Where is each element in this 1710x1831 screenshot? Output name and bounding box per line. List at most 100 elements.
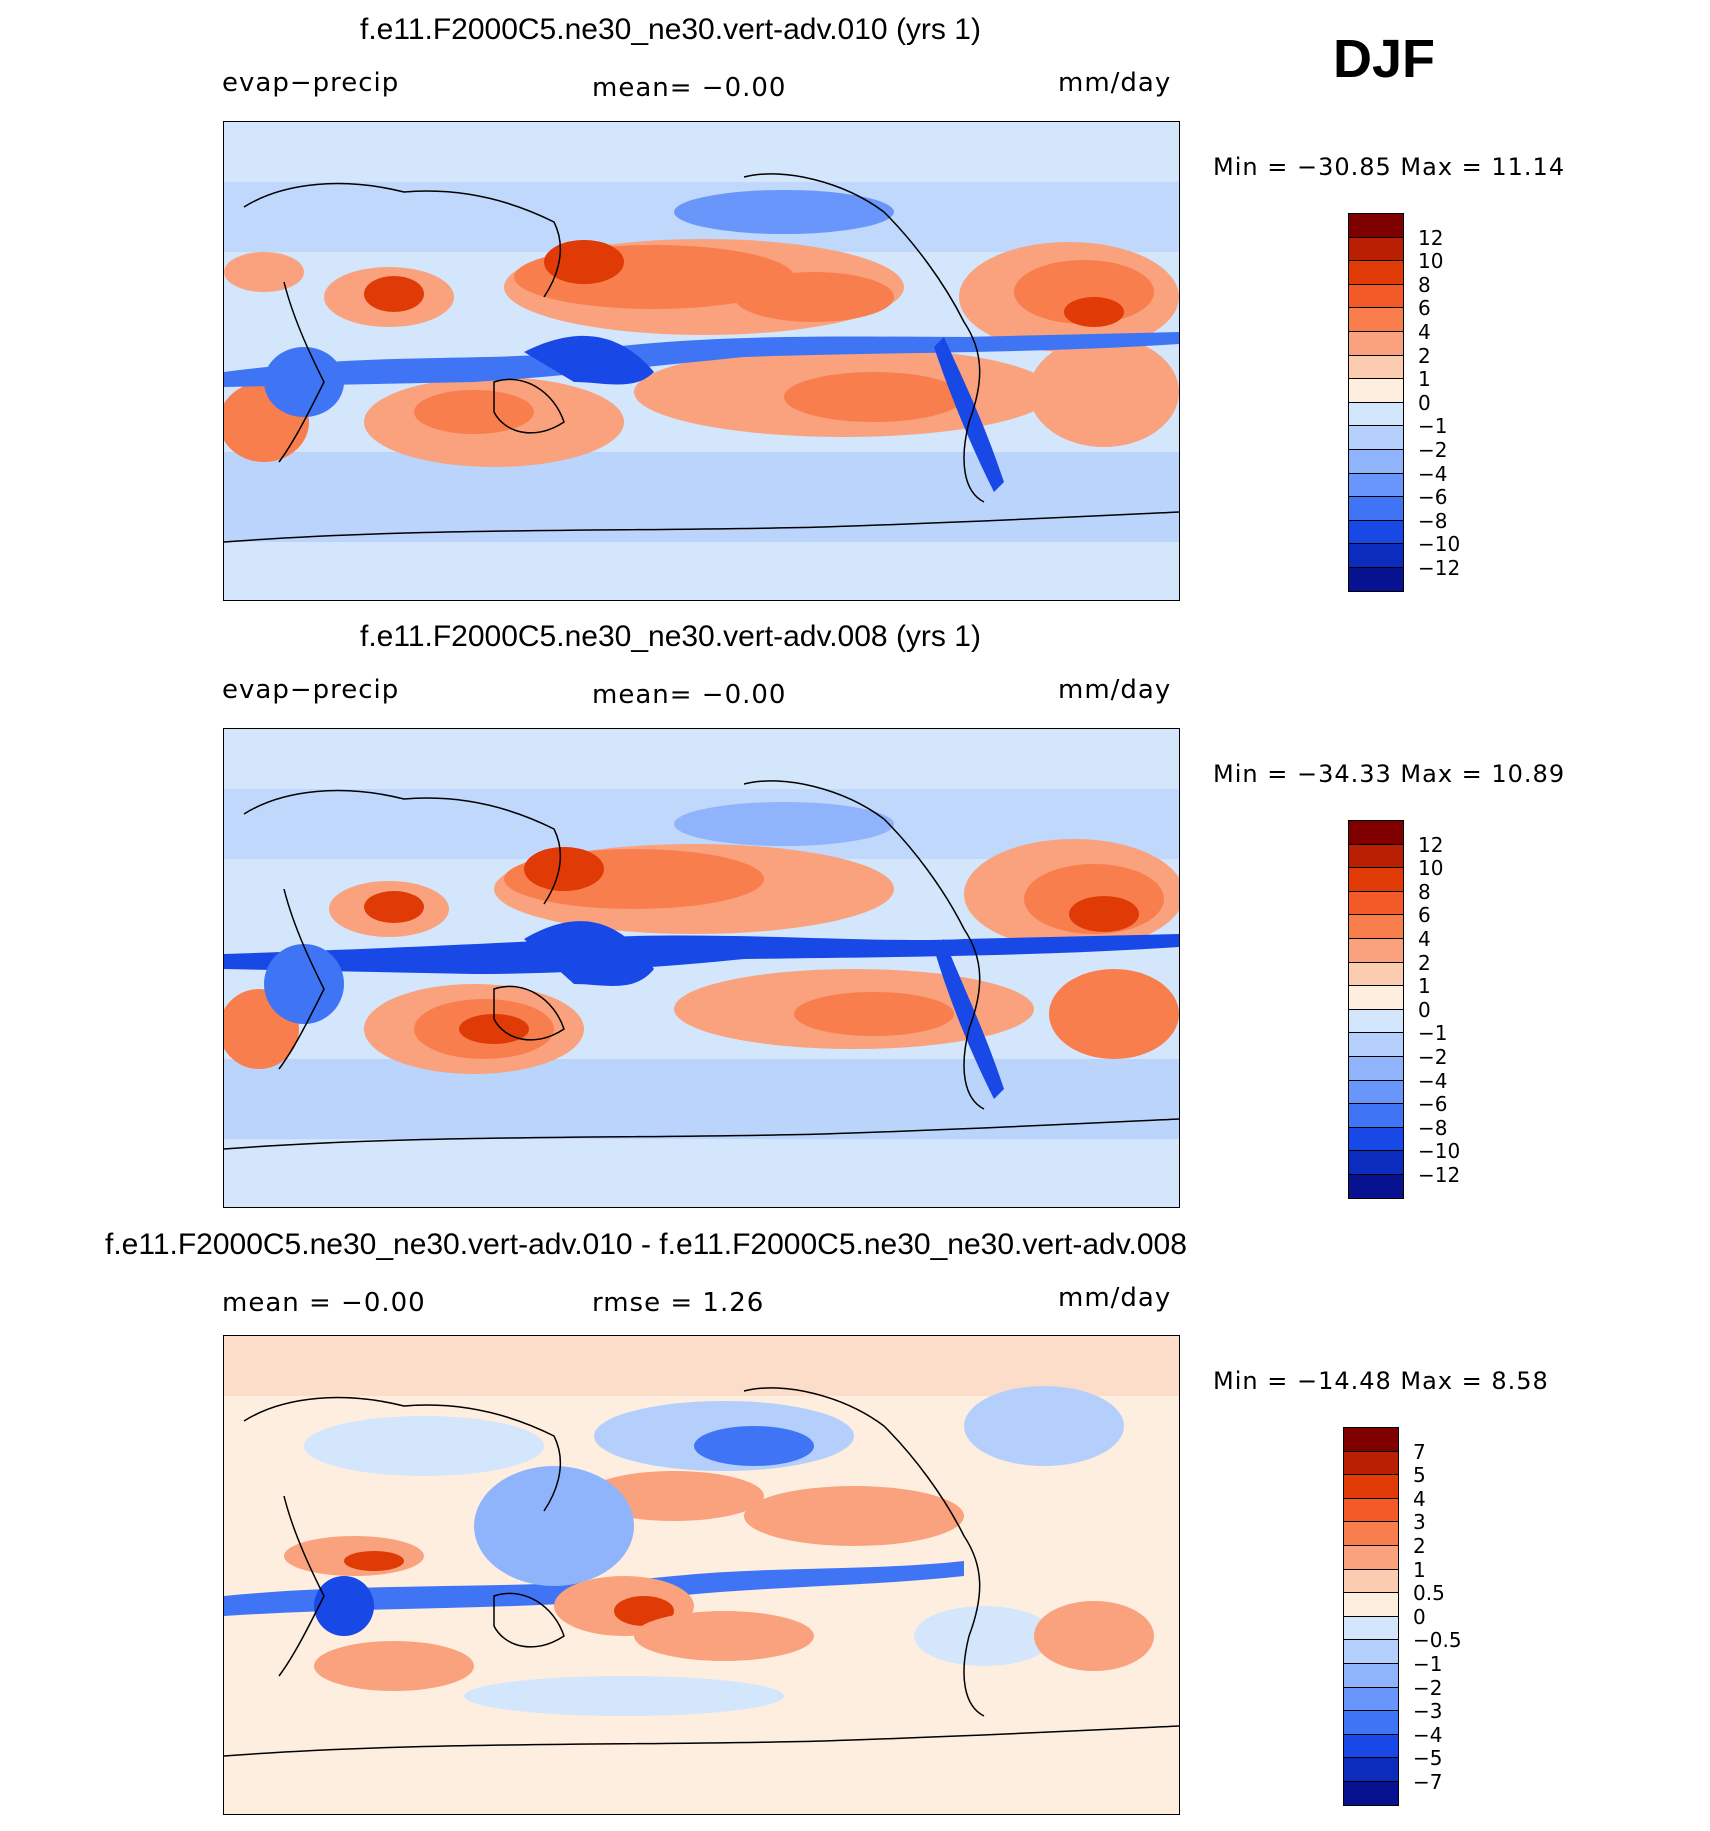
panel-2-colorbar: 12 10 8 6 4 2 1 0 −1 −2 −4 −6 −8 −10 −12 bbox=[1348, 820, 1508, 1200]
panel-3-map-graphic bbox=[224, 1336, 1179, 1814]
colorbar-label: −12 bbox=[1418, 1163, 1461, 1187]
panel-2-title: f.e11.F2000C5.ne30_ne30.vert-adv.008 (yr… bbox=[360, 620, 981, 653]
panel-2-variable-label: evap−precip bbox=[222, 675, 400, 705]
colorbar-label: 4 bbox=[1418, 927, 1431, 951]
colorbar-label: −8 bbox=[1418, 508, 1448, 533]
colorbar-swatch bbox=[1343, 1497, 1399, 1523]
colorbar-swatch bbox=[1348, 331, 1404, 356]
colorbar-label: 4 bbox=[1418, 320, 1431, 344]
colorbar-swatch bbox=[1348, 1032, 1404, 1057]
colorbar-label: 1 bbox=[1418, 974, 1431, 999]
colorbar-label: −6 bbox=[1418, 485, 1448, 510]
colorbar-label: 8 bbox=[1418, 879, 1431, 904]
colorbar-swatch bbox=[1348, 1008, 1404, 1034]
colorbar-label: 10 bbox=[1418, 249, 1444, 274]
colorbar-label: 1 bbox=[1418, 367, 1431, 392]
panel-3-colorbar: 7 5 4 3 2 1 0.5 0 −0.5 −1 −2 −3 −4 −5 −7 bbox=[1343, 1427, 1513, 1807]
colorbar-label: −1 bbox=[1418, 1021, 1448, 1046]
colorbar-swatch bbox=[1343, 1568, 1399, 1594]
colorbar-label: −7 bbox=[1413, 1770, 1443, 1794]
colorbar-swatch bbox=[1348, 496, 1404, 521]
colorbar-label: 12 bbox=[1418, 225, 1444, 250]
panel-1-title: f.e11.F2000C5.ne30_ne30.vert-adv.010 (yr… bbox=[360, 13, 981, 46]
colorbar-swatch bbox=[1348, 1056, 1404, 1081]
colorbar-swatch bbox=[1348, 985, 1404, 1010]
panel-1-map-graphic bbox=[224, 122, 1179, 600]
colorbar-swatch bbox=[1348, 519, 1404, 545]
colorbar-label: 5 bbox=[1413, 1463, 1426, 1488]
panel-2-min-max: Min = −34.33 Max = 10.89 bbox=[1213, 760, 1566, 788]
colorbar-swatch bbox=[1348, 354, 1404, 380]
colorbar-swatch bbox=[1343, 1427, 1399, 1452]
colorbar-label: 1 bbox=[1413, 1557, 1426, 1582]
colorbar-label: 0.5 bbox=[1413, 1581, 1445, 1606]
colorbar-swatch bbox=[1343, 1545, 1399, 1570]
colorbar-label: 7 bbox=[1413, 1439, 1426, 1464]
colorbar-label: −4 bbox=[1418, 461, 1448, 486]
colorbar-swatch bbox=[1348, 1079, 1404, 1105]
colorbar-swatch bbox=[1348, 567, 1404, 592]
panel-1-units-label: mm/day bbox=[1058, 68, 1172, 98]
colorbar-swatch bbox=[1343, 1639, 1399, 1664]
colorbar-label: −6 bbox=[1418, 1092, 1448, 1117]
colorbar-swatch bbox=[1348, 236, 1404, 262]
panel-2-map bbox=[223, 728, 1180, 1208]
colorbar-label: −10 bbox=[1418, 1139, 1461, 1164]
colorbar-label: 2 bbox=[1413, 1534, 1426, 1558]
colorbar-label: 0 bbox=[1413, 1604, 1426, 1629]
colorbar-swatch bbox=[1343, 1733, 1399, 1759]
colorbar-swatch bbox=[1348, 1126, 1404, 1152]
panel-2-units-label: mm/day bbox=[1058, 675, 1172, 705]
colorbar-label: 2 bbox=[1418, 343, 1431, 368]
colorbar-label: −1 bbox=[1418, 414, 1448, 439]
colorbar-label: 4 bbox=[1413, 1486, 1426, 1511]
colorbar-swatch bbox=[1348, 260, 1404, 285]
colorbar-swatch bbox=[1343, 1521, 1399, 1546]
colorbar-label: 12 bbox=[1418, 832, 1444, 857]
colorbar-swatch bbox=[1348, 1174, 1404, 1199]
colorbar-label: −0.5 bbox=[1413, 1628, 1462, 1653]
panel-2-map-graphic bbox=[224, 729, 1179, 1207]
colorbar-label: 3 bbox=[1413, 1510, 1426, 1535]
colorbar-label: −2 bbox=[1418, 438, 1448, 462]
colorbar-swatch bbox=[1348, 867, 1404, 892]
colorbar-swatch bbox=[1343, 1592, 1399, 1617]
panel-1-mean-label: mean= −0.00 bbox=[592, 73, 787, 103]
colorbar-swatch bbox=[1343, 1663, 1399, 1688]
colorbar-label: 6 bbox=[1418, 296, 1431, 321]
colorbar-swatch bbox=[1348, 843, 1404, 869]
panel-1-variable-label: evap−precip bbox=[222, 68, 400, 98]
colorbar-label: 10 bbox=[1418, 856, 1444, 881]
colorbar-label: −10 bbox=[1418, 532, 1461, 557]
colorbar-label: 0 bbox=[1418, 390, 1431, 415]
colorbar-swatch bbox=[1343, 1450, 1399, 1476]
colorbar-swatch bbox=[1348, 543, 1404, 568]
colorbar-label: −2 bbox=[1413, 1675, 1443, 1700]
colorbar-label: −5 bbox=[1413, 1746, 1443, 1771]
panel-1-colorbar: 12 10 8 6 4 2 1 0 −1 −2 −4 −6 −8 −10 −12 bbox=[1348, 213, 1508, 593]
colorbar-label: 6 bbox=[1418, 903, 1431, 928]
colorbar-swatch bbox=[1348, 472, 1404, 498]
colorbar-swatch bbox=[1348, 378, 1404, 403]
colorbar-swatch bbox=[1343, 1615, 1399, 1641]
colorbar-swatch bbox=[1343, 1474, 1399, 1499]
colorbar-swatch bbox=[1348, 938, 1404, 963]
colorbar-label: −12 bbox=[1418, 556, 1461, 580]
colorbar-label: −1 bbox=[1413, 1652, 1443, 1676]
colorbar-swatch bbox=[1343, 1710, 1399, 1735]
panel-1-map bbox=[223, 121, 1180, 601]
panel-3-map bbox=[223, 1335, 1180, 1815]
colorbar-label: 0 bbox=[1418, 997, 1431, 1022]
panel-3-mean-label: mean = −0.00 bbox=[222, 1288, 426, 1318]
colorbar-swatch bbox=[1348, 401, 1404, 427]
colorbar-swatch bbox=[1343, 1686, 1399, 1712]
colorbar-swatch bbox=[1348, 449, 1404, 474]
colorbar-label: 8 bbox=[1418, 272, 1431, 297]
colorbar-label: −4 bbox=[1413, 1722, 1443, 1747]
colorbar-label: −8 bbox=[1418, 1115, 1448, 1140]
colorbar-label: 2 bbox=[1418, 950, 1431, 975]
colorbar-swatch bbox=[1348, 307, 1404, 332]
colorbar-swatch bbox=[1348, 425, 1404, 450]
colorbar-swatch bbox=[1348, 961, 1404, 987]
panel-2-mean-label: mean= −0.00 bbox=[592, 680, 787, 710]
